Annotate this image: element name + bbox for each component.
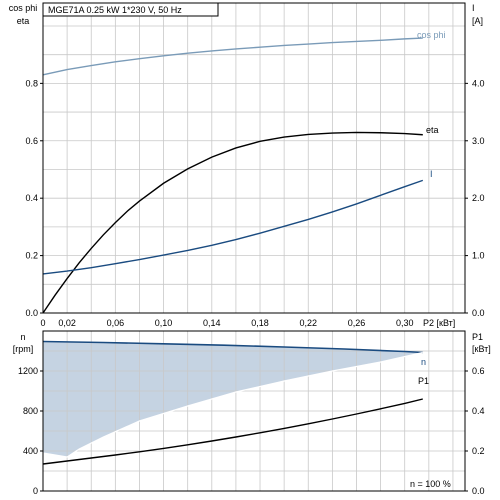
x-tick-label: 0,14 — [203, 318, 221, 328]
x-tick-label: 0,22 — [299, 318, 317, 328]
lower-right-tick-label: 0.0 — [472, 486, 485, 496]
x-tick-label: 0,06 — [107, 318, 125, 328]
x-axis-label: P2 [кВт] — [423, 318, 455, 328]
x-tick-label: 0,26 — [348, 318, 366, 328]
right-axis-label-power-unit: [кВт] — [472, 344, 491, 354]
upper-chart-panel: cos phi eta I MGE71A 0.25 kW 1*230 V, 50 H… — [9, 2, 485, 328]
left-tick-label: 0.0 — [25, 308, 38, 318]
left-axis-label-speed-unit: [rpm] — [13, 344, 34, 354]
right-axis-label-current-unit: [A] — [472, 16, 483, 26]
speed-max-curve — [42, 340, 423, 354]
x-tick-label: 0,10 — [155, 318, 173, 328]
x-tick-label: 0,30 — [396, 318, 414, 328]
cosphi-curve-label: cos phi — [417, 30, 446, 40]
right-axis-label-power: P1 — [472, 332, 483, 342]
left-tick-label: 0.4 — [25, 193, 38, 203]
p1-curve-label: P1 — [418, 376, 429, 386]
speed-curve-label: n — [421, 357, 426, 367]
upper-chart-series: cos phi eta I — [42, 30, 446, 314]
right-tick-label: 4.0 — [472, 78, 485, 88]
right-tick-label: 0.0 — [472, 308, 485, 318]
lower-right-tick-label: 0.4 — [472, 406, 485, 416]
upper-chart-grid — [43, 3, 465, 313]
upper-left-tick-labels: 0.0 0.2 0.4 0.6 0.8 — [25, 78, 43, 318]
right-tick-label: 2.0 — [472, 193, 485, 203]
p1-curve — [42, 398, 423, 465]
lower-right-tick-label: 0.6 — [472, 366, 485, 376]
lower-right-tick-labels: 0.0 0.2 0.4 0.6 — [465, 366, 485, 496]
chart-title: MGE71A 0.25 kW 1*230 V, 50 Hz — [48, 5, 182, 15]
eta-curve-label: eta — [426, 125, 439, 135]
speed-min-curve — [42, 351, 423, 458]
title-box — [42, 2, 219, 17]
lower-left-tick-label: 1200 — [18, 366, 38, 376]
current-curve — [42, 179, 424, 275]
left-axis-label-speed: n — [20, 332, 25, 342]
current-curve-label: I — [430, 169, 433, 179]
right-tick-label: 3.0 — [472, 136, 485, 146]
lower-left-tick-label: 400 — [23, 446, 38, 456]
lower-left-tick-label: 0 — [33, 486, 38, 496]
x-tick-label: 0 — [40, 318, 45, 328]
cosphi-curve — [42, 37, 423, 76]
left-tick-label: 0.8 — [25, 78, 38, 88]
right-axis-label-current: I — [472, 3, 475, 13]
lower-chart-series: n P1 — [42, 340, 429, 465]
left-tick-label: 0.2 — [25, 251, 38, 261]
left-axis-label-cosphi: cos phi — [9, 3, 38, 13]
x-tick-labels: 0 0,02 0,06 0,10 0,14 0,18 0,22 0,26 0,30 — [40, 318, 413, 328]
lower-left-tick-label: 800 — [23, 406, 38, 416]
left-axis-label-eta: eta — [17, 16, 30, 26]
lower-right-tick-label: 0.2 — [472, 446, 485, 456]
left-tick-label: 0.6 — [25, 136, 38, 146]
x-tick-label: 0,02 — [58, 318, 76, 328]
eta-curve — [42, 131, 423, 314]
speed-range-area — [43, 341, 423, 457]
speed-annotation: n = 100 % — [410, 479, 451, 489]
speed-range-fill — [43, 341, 423, 457]
lower-left-tick-labels: 0 400 800 1200 — [18, 366, 43, 496]
upper-chart-frame — [42, 2, 466, 314]
upper-right-tick-labels: 0.0 1.0 2.0 3.0 4.0 — [465, 78, 485, 318]
x-tick-label: 0,18 — [251, 318, 269, 328]
right-tick-label: 1.0 — [472, 251, 485, 261]
